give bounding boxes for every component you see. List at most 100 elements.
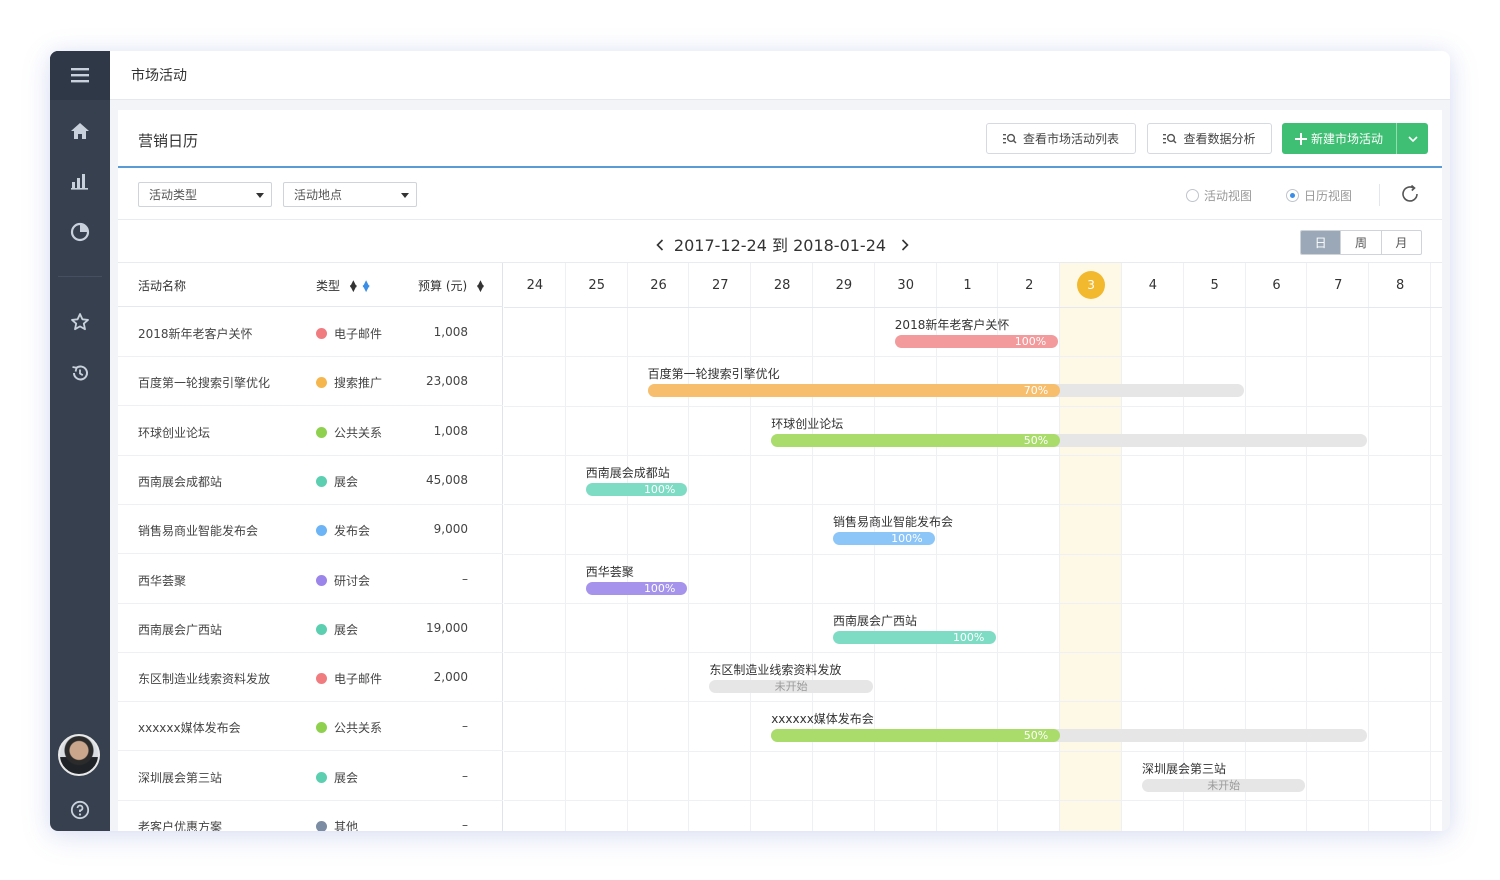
bar-progress[interactable]: 70% <box>647 384 1061 398</box>
day-column: 3 <box>1060 263 1122 831</box>
activity-name[interactable]: 西华荟聚 <box>138 573 187 588</box>
bar-progress[interactable]: 100% <box>585 482 688 496</box>
day-label[interactable]: 29 <box>835 278 853 293</box>
new-activity-main[interactable]: 新建市场活动 <box>1282 123 1396 154</box>
header-type[interactable]: 类型 ▲ ▼ ▲ ▼ <box>316 277 370 294</box>
sort-icon[interactable]: ▲ ▼ <box>349 278 357 294</box>
table-row[interactable]: 环球创业论坛 公共关系 1,008 <box>118 407 503 456</box>
today-badge[interactable]: 3 <box>1077 271 1106 299</box>
bar-progress[interactable]: 未开始 <box>709 680 873 694</box>
day-label[interactable]: 30 <box>897 278 914 293</box>
day-column: 8 <box>1369 263 1431 831</box>
refresh-icon[interactable] <box>1398 182 1422 206</box>
activity-name[interactable]: 东区制造业线索资料发放 <box>138 672 271 687</box>
activity-budget: 2,000 <box>433 670 468 685</box>
activity-view-radio[interactable]: 活动视图 <box>1186 187 1252 204</box>
date-range-text: 2017-12-24 到 2018-01-24 <box>673 236 887 255</box>
activity-name[interactable]: 西南展会广西站 <box>138 622 223 637</box>
day-column: 1 <box>937 263 999 831</box>
activity-name[interactable]: 老客户优惠方案 <box>138 820 223 831</box>
prev-range-button[interactable] <box>651 236 669 255</box>
app-window: 市场活动 营销日历 查看市场活动列表 查看数据分析 新建市场活动 <box>50 51 1450 831</box>
table-row[interactable]: 老客户优惠方案 其他 – <box>118 801 503 831</box>
activity-type-label: 展会 <box>334 770 359 785</box>
table-row[interactable]: 西南展会广西站 展会 19,000 <box>118 604 503 653</box>
table-row[interactable]: xxxxxx媒体发布会 公共关系 – <box>118 702 503 752</box>
activity-location-select[interactable]: 活动地点 <box>283 182 417 207</box>
filter-sort-icon[interactable]: ▲ ▼ <box>362 278 370 294</box>
table-row[interactable]: 东区制造业线索资料发放 电子邮件 2,000 <box>118 653 503 703</box>
day-label[interactable]: 24 <box>526 278 544 293</box>
day-column: 30 <box>875 263 937 831</box>
bar-progress[interactable]: 100% <box>833 532 935 546</box>
type-color-dot <box>316 426 327 438</box>
table-row[interactable]: 西南展会成都站 展会 45,008 <box>118 456 503 505</box>
day-label[interactable]: 7 <box>1334 278 1343 293</box>
bar-progress[interactable]: 100% <box>894 335 1059 348</box>
activity-name[interactable]: 百度第一轮搜索引擎优化 <box>138 376 271 391</box>
new-activity-button[interactable]: 新建市场活动 <box>1282 123 1428 154</box>
activity-type-label: 发布会 <box>334 524 371 539</box>
day-column: 29 <box>813 263 875 831</box>
activity-type-label: 其他 <box>334 820 359 831</box>
table-row[interactable]: 西华荟聚 研讨会 – <box>118 555 503 604</box>
day-label[interactable]: 26 <box>650 278 667 293</box>
day-label[interactable]: 1 <box>963 278 972 293</box>
view-data-analysis-button[interactable]: 查看数据分析 <box>1147 123 1272 154</box>
table-row[interactable]: 深圳展会第三站 展会 – <box>118 752 503 801</box>
day-label[interactable]: 2 <box>1025 278 1034 293</box>
bar-progress[interactable]: 未开始 <box>1142 778 1306 792</box>
activity-type-select[interactable]: 活动类型 <box>138 182 272 207</box>
activity-type: 电子邮件 <box>316 325 382 342</box>
calendar-view-radio[interactable]: 日历视图 <box>1286 187 1352 204</box>
activity-type: 公共关系 <box>316 424 382 441</box>
menu-icon[interactable] <box>50 51 110 100</box>
view-activity-list-button[interactable]: 查看市场活动列表 <box>986 123 1136 154</box>
bar-progress[interactable]: 50% <box>771 729 1061 743</box>
day-label[interactable]: 27 <box>712 278 729 293</box>
activity-name[interactable]: 销售易商业智能发布会 <box>138 524 259 539</box>
bar-progress[interactable]: 50% <box>771 433 1061 447</box>
next-range-button[interactable] <box>891 236 909 255</box>
activity-name[interactable]: 2018新年老客户关怀 <box>138 327 253 341</box>
sidebar-divider <box>58 276 102 277</box>
sort-icon[interactable]: ▲ ▼ <box>477 278 484 294</box>
activity-name[interactable]: 深圳展会第三站 <box>138 770 223 785</box>
avatar[interactable] <box>58 734 100 776</box>
activity-type-label: 公共关系 <box>334 425 383 440</box>
bar-progress[interactable]: 100% <box>833 630 997 644</box>
day-label[interactable]: 8 <box>1395 278 1405 293</box>
bar-label: 百度第一轮搜索引擎优化 <box>647 367 780 382</box>
header-budget[interactable]: 预算 (元) ▲ ▼ <box>418 277 484 294</box>
bar-chart-icon[interactable] <box>50 166 110 196</box>
bar-progress[interactable]: 100% <box>585 581 688 595</box>
header-name: 活动名称 <box>138 279 187 293</box>
activity-name[interactable]: 西南展会成都站 <box>138 474 223 489</box>
activity-type: 展会 <box>316 769 358 786</box>
history-icon[interactable] <box>50 358 110 388</box>
radio-checked-icon <box>1286 189 1299 202</box>
chevron-left-icon <box>656 239 663 251</box>
home-icon[interactable] <box>50 116 110 146</box>
bar-label: 环球创业论坛 <box>771 416 844 431</box>
day-label[interactable]: 4 <box>1148 278 1158 293</box>
radio-icon <box>1186 189 1199 202</box>
activity-name[interactable]: xxxxxx媒体发布会 <box>138 721 241 736</box>
day-label[interactable]: 28 <box>773 278 791 293</box>
mode-month-button[interactable]: 月 <box>1395 236 1408 250</box>
mode-day-button[interactable]: 日 <box>1301 231 1342 254</box>
day-label[interactable]: 6 <box>1272 278 1281 293</box>
new-activity-dropdown[interactable] <box>1396 123 1428 154</box>
day-label[interactable]: 25 <box>588 278 605 293</box>
day-column: 26 <box>628 263 690 831</box>
card-title: 营销日历 <box>138 132 199 150</box>
table-row[interactable]: 百度第一轮搜索引擎优化 搜索推广 23,008 <box>118 357 503 407</box>
help-icon[interactable] <box>50 795 110 825</box>
mode-week-button[interactable]: 周 <box>1341 231 1382 254</box>
table-row[interactable]: 销售易商业智能发布会 发布会 9,000 <box>118 505 503 555</box>
pie-chart-icon[interactable] <box>50 217 110 247</box>
table-row[interactable]: 2018新年老客户关怀 电子邮件 1,008 <box>118 308 503 357</box>
day-label[interactable]: 5 <box>1210 278 1219 293</box>
star-icon[interactable] <box>50 307 110 337</box>
activity-name[interactable]: 环球创业论坛 <box>138 425 211 440</box>
